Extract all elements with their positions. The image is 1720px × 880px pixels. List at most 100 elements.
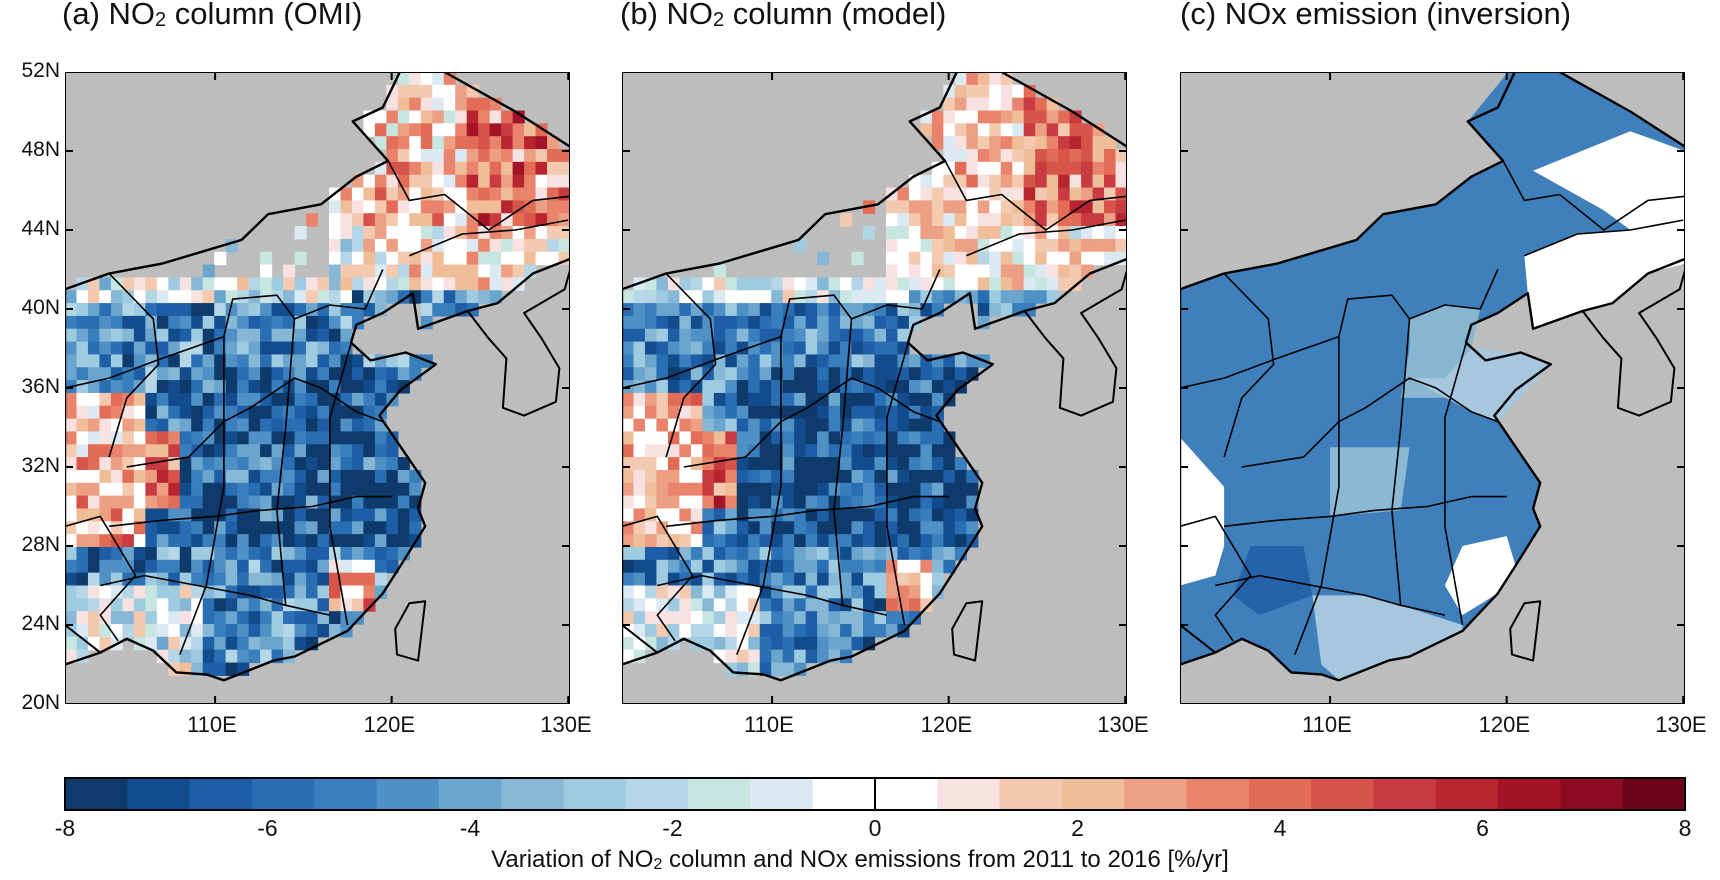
data-cell [920,508,933,522]
data-cell [570,226,582,239]
data-cell [99,328,112,343]
province-border [666,495,949,528]
data-cell [489,136,502,150]
data-cell [736,315,749,330]
data-cell [397,469,410,484]
data-cell [805,572,818,587]
data-cell [386,469,399,484]
data-cell [805,598,818,612]
data-cell [99,469,112,484]
data-cell [374,187,387,201]
data-cell [782,546,795,561]
data-cell [351,354,365,368]
data-cell [374,521,387,535]
data-cell [851,328,864,343]
data-cell [145,585,158,599]
data-cell [1092,213,1105,227]
data-cell [1069,174,1082,189]
data-cell [1092,200,1105,214]
data-cell [489,200,502,214]
data-cell [317,624,330,638]
data-cell [512,213,525,227]
data-cell [260,264,273,278]
data-cell [1104,149,1117,163]
data-cell [759,521,772,535]
data-cell [736,546,749,561]
data-cell [225,341,238,356]
data-cell [931,572,944,587]
data-cell [977,213,990,227]
data-cell [1058,187,1071,201]
data-cell [713,264,726,278]
data-cell [443,264,456,278]
data-cell [977,200,990,214]
data-cell [736,354,749,368]
data-cell [771,534,784,548]
data-cell [1069,149,1082,163]
data-cell [1000,97,1013,112]
data-cell [759,662,772,676]
data-cell [897,444,910,458]
data-cell [943,213,956,227]
data-cell [202,649,215,664]
data-cell [1000,187,1013,201]
data-cell [535,238,548,253]
data-cell [977,161,990,176]
data-cell [885,598,899,612]
data-cell [1012,187,1025,201]
data-cell [306,405,319,420]
data-cell [920,418,933,433]
data-cell [202,444,215,458]
data-cell [351,495,365,510]
data-cell [110,303,123,317]
data-cell [317,482,330,497]
data-cell [1035,264,1048,278]
data-cell [1104,136,1117,150]
data-cell [863,611,876,625]
data-cell [168,559,181,574]
data-cell [420,97,433,112]
data-cell [954,508,967,522]
data-cell [260,380,273,394]
data-cell [374,431,387,445]
data-cell [317,380,330,394]
data-cell [535,226,548,240]
data-cell [1081,226,1094,240]
data-cell [759,636,772,651]
data-cell [409,200,422,214]
data-cell [191,277,204,291]
data-cell [363,495,376,510]
data-cell [908,585,922,599]
data-cell [397,508,410,522]
data-cell [317,431,330,445]
data-cell [1069,238,1082,253]
data-cell [99,405,112,420]
data-cell [225,559,238,574]
data-cell [179,328,192,343]
data-cell [943,482,956,497]
data-cell [725,585,738,599]
data-cell [225,418,238,433]
data-cell [122,482,135,497]
data-cell [328,508,342,522]
data-cell [622,636,635,651]
data-cell [759,649,772,664]
data-cell [237,624,250,638]
data-cell [656,572,669,587]
data-cell [248,559,261,574]
data-cell [656,315,669,330]
data-cell [294,303,307,317]
data-cell [725,277,738,291]
data-cell [874,290,887,304]
data-cell [87,380,101,394]
data-cell [1115,200,1127,214]
data-cell [885,521,899,535]
data-cell [237,315,250,330]
data-cell [179,457,192,471]
data-cell [1058,264,1071,278]
data-cell [644,380,658,394]
data-cell [1058,238,1071,253]
colorbar-tick-label: 0 [868,815,882,841]
data-cell [191,585,204,599]
data-cell [351,559,365,574]
